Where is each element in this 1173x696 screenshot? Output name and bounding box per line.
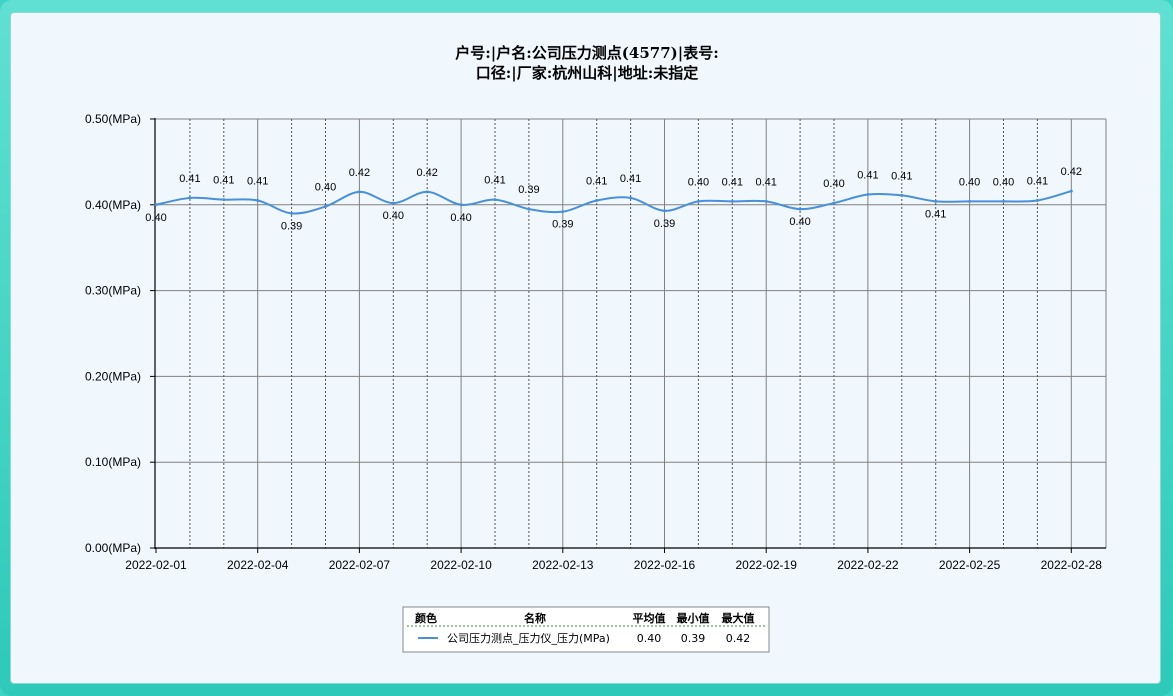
legend-header-min: 最小值 [677,611,710,625]
data-point [663,209,666,213]
data-point [527,207,531,211]
data-labels: 0.40 0.41 0.41 0.41 0.39 0.40 0.42 0.40 0.42 0.40… [145,166,1082,232]
y-tick-label: 0.40(MPa) [85,198,141,212]
data-label: 0.41 [891,170,912,182]
data-label: 0.41 [179,173,200,185]
x-tick-label: 2022-02-25 [939,558,1001,572]
y-tick-label: 0.20(MPa) [85,369,141,383]
data-label: 0.41 [857,170,878,182]
data-point [493,198,497,202]
data-point [459,203,463,207]
data-point [934,199,938,203]
data-label: 0.39 [654,218,675,230]
data-label: 0.40 [315,182,336,194]
legend-series-min: 0.39 [681,632,706,645]
chart-title-line1: 户号:|户名:公司压力测点(4577)|表号: [455,44,718,62]
legend-header-avg: 平均值 [633,611,666,625]
data-label: 0.40 [959,176,980,188]
data-label: 0.42 [349,167,370,179]
legend-box [402,606,770,653]
data-label: 0.39 [281,220,302,232]
x-tick-label: 2022-02-07 [329,558,391,572]
data-label: 0.39 [552,219,573,231]
data-point [1002,199,1005,203]
legend-series-name: 公司压力测点_压力仪_压力(MPa) [447,632,610,645]
data-label: 0.41 [484,175,505,187]
data-label: 0.40 [383,210,404,222]
data-point [188,196,192,200]
data-label: 0.40 [789,216,810,228]
x-tick-labels: 2022-02-01 2022-02-04 2022-02-07 2022-02-10… [125,558,1102,572]
data-label: 0.39 [518,184,539,196]
data-point [696,199,700,203]
data-label: 0.42 [416,167,437,179]
x-tick-label: 2022-02-10 [430,558,492,572]
data-label: 0.41 [722,176,743,188]
data-label: 0.41 [925,208,946,220]
x-tick-label: 2022-02-16 [634,558,696,572]
data-label: 0.40 [993,176,1014,188]
data-point [900,193,904,197]
data-label: 0.40 [823,178,844,190]
data-label: 0.41 [1027,176,1048,188]
y-tick-label: 0.50(MPa) [85,112,141,126]
legend-header-name: 名称 [524,611,546,625]
data-label: 0.40 [450,212,471,224]
y-tick-label: 0.10(MPa) [85,455,141,469]
data-point [222,198,226,202]
data-point [866,193,870,197]
series-group [154,189,1073,215]
data-point [561,210,565,214]
series-line [155,190,1072,215]
data-point [324,205,327,209]
x-tick-label: 2022-02-19 [736,558,798,572]
data-point [629,196,633,200]
data-label: 0.41 [247,176,268,188]
x-tick-label: 2022-02-28 [1041,558,1103,572]
data-point [832,201,836,205]
legend: 颜色 名称 平均值 最小值 最大值 公司压力测点_压力仪_压力(MPa) 0.4… [402,606,770,653]
data-point [798,207,802,211]
data-point [256,199,260,203]
data-point [357,190,361,194]
x-tick-label: 2022-02-22 [837,558,899,572]
y-tick-label: 0.30(MPa) [85,284,141,298]
legend-header-color: 颜色 [415,611,437,625]
x-tick-label: 2022-02-04 [227,558,289,572]
legend-header-max: 最大值 [722,611,755,625]
data-point [1035,199,1039,203]
legend-series-max: 0.42 [726,632,751,645]
data-point [764,199,768,203]
data-point [595,199,599,203]
data-label: 0.41 [620,173,641,185]
data-label: 0.42 [1061,166,1082,178]
chart-title-line2: 口径:|厂家:杭州山科|地址:未指定 [476,64,699,82]
axes [150,118,1106,553]
y-tick-label: 0.00(MPa) [85,541,141,555]
data-point [290,211,294,215]
data-label: 0.41 [755,176,776,188]
y-tick-labels: 0.00(MPa) 0.10(MPa) 0.20(MPa) 0.30(MPa) 0.40… [85,112,141,555]
data-point [1069,189,1073,193]
data-label: 0.41 [213,175,234,187]
data-point [968,199,972,203]
data-point [425,190,429,194]
data-point [730,199,734,203]
legend-series-avg: 0.40 [637,632,662,645]
data-point [154,203,158,207]
data-label: 0.41 [586,176,607,188]
grid-lines [155,118,1107,548]
data-label: 0.40 [145,212,166,224]
x-tick-label: 2022-02-01 [125,558,187,572]
data-point [391,201,395,205]
x-tick-label: 2022-02-13 [532,558,594,572]
data-label: 0.40 [688,176,709,188]
